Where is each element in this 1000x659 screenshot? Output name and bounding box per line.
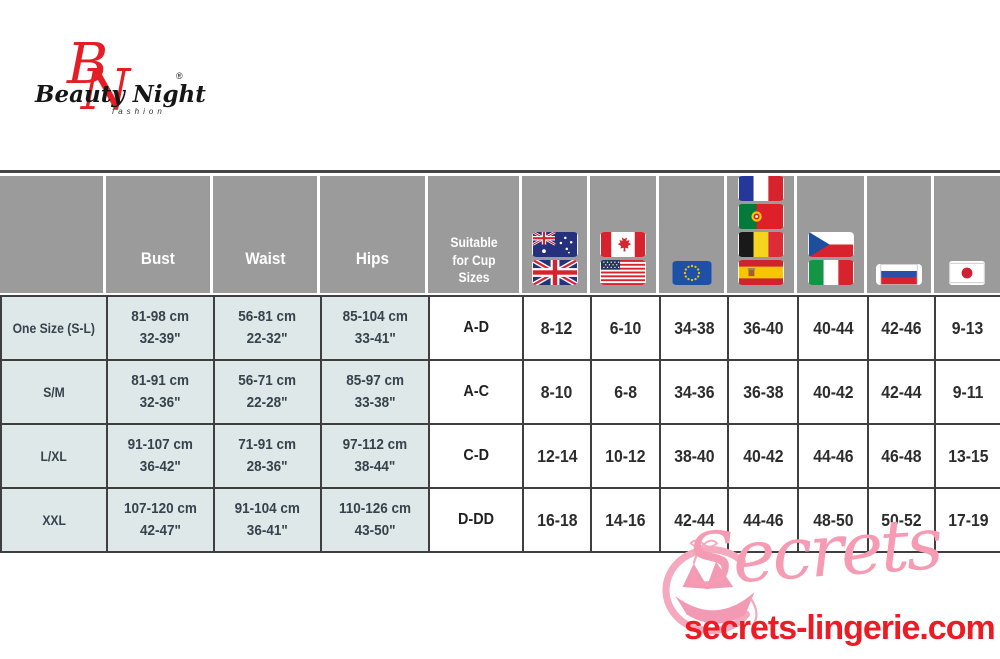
flag-usa-icon	[600, 260, 646, 285]
brand-tagline: fashion	[112, 107, 166, 116]
cz-it-size-cell: 48-50	[797, 487, 869, 553]
flag-japan-icon	[949, 261, 985, 285]
flag-belgium-icon	[737, 232, 784, 257]
fr-size-cell: 44-46	[727, 487, 799, 553]
hips-cell: 110-126 cm 43-50"	[320, 487, 430, 553]
flag-portugal-icon	[737, 204, 784, 229]
cz-it-size-cell: 40-42	[797, 359, 869, 425]
waist-cell: 71-91 cm 28-36"	[213, 423, 322, 489]
watermark-url: secrets-lingerie.com	[684, 609, 996, 647]
flag-czech-republic-icon	[807, 232, 854, 257]
ru-size-cell: 46-48	[867, 423, 936, 489]
table-row-one-size: One Size (S-L) 81-98 cm 32-39" 56-81 cm 22…	[0, 295, 1000, 361]
flag-russia-icon	[876, 264, 922, 285]
fr-size-cell: 40-42	[727, 423, 799, 489]
logo-monogram-b-icon: B	[67, 32, 109, 97]
waist-cell: 56-81 cm 22-32"	[213, 295, 322, 361]
brand-name: Beauty Night	[35, 81, 206, 108]
table-row-sm: S/M 81-91 cm 32-36" 56-71 cm 22-28" 85-97 …	[0, 359, 1000, 425]
header-cup-sizes: Suitable for Cup Sizes	[428, 176, 522, 295]
table-row-lxl: L/XL 91-107 cm 36-42" 71-91 cm 28-36" 97-1…	[0, 423, 1000, 489]
header-czech-italy	[797, 176, 867, 295]
au-uk-size-cell: 16-18	[522, 487, 592, 553]
waist-cell: 91-104 cm 36-41"	[213, 487, 322, 553]
ru-size-cell: 42-44	[867, 359, 936, 425]
size-chart-header-row: Bust Waist Hips Suitable for Cup Sizes	[0, 176, 1000, 295]
ca-us-size-cell: 6-10	[590, 295, 661, 361]
jp-size-cell: 9-11	[934, 359, 1000, 425]
cz-it-size-cell: 44-46	[797, 423, 869, 489]
header-bust: Bust	[106, 176, 213, 295]
eu-size-cell: 38-40	[659, 423, 729, 489]
ca-us-size-cell: 10-12	[590, 423, 661, 489]
header-france-portugal-belgium-spain	[727, 176, 797, 295]
table-top-rule	[0, 170, 1000, 173]
flag-france-icon	[737, 176, 784, 201]
flag-eu-icon	[671, 261, 712, 285]
logo-monogram-n-icon: N	[81, 58, 130, 123]
waist-cell: 56-71 cm 22-28"	[213, 359, 322, 425]
size-label: L/XL	[0, 423, 108, 489]
size-label: S/M	[0, 359, 108, 425]
brand-logo: B N Beauty Night ® fashion	[35, 37, 206, 125]
au-uk-size-cell: 8-10	[522, 359, 592, 425]
header-hips: Hips	[320, 176, 428, 295]
hips-cell: 85-104 cm 33-41"	[320, 295, 430, 361]
size-label: One Size (S-L)	[0, 295, 108, 361]
eu-size-cell: 34-38	[659, 295, 729, 361]
hips-cell: 97-112 cm 38-44"	[320, 423, 430, 489]
cup-size-cell: D-DD	[428, 487, 524, 553]
flag-canada-icon	[600, 232, 646, 257]
hips-cell: 85-97 cm 33-38"	[320, 359, 430, 425]
flag-italy-icon	[807, 260, 854, 285]
fr-size-cell: 36-40	[727, 295, 799, 361]
size-label: XXL	[0, 487, 108, 553]
bust-cell: 107-120 cm 42-47"	[106, 487, 215, 553]
size-chart-table: One Size (S-L) 81-98 cm 32-39" 56-81 cm 22…	[0, 295, 1000, 553]
ru-size-cell: 50-52	[867, 487, 936, 553]
cup-size-cell: A-C	[428, 359, 524, 425]
header-size-cell	[0, 176, 106, 295]
jp-size-cell: 13-15	[934, 423, 1000, 489]
ca-us-size-cell: 14-16	[590, 487, 661, 553]
au-uk-size-cell: 12-14	[522, 423, 592, 489]
jp-size-cell: 9-13	[934, 295, 1000, 361]
eu-size-cell: 34-36	[659, 359, 729, 425]
bust-cell: 91-107 cm 36-42"	[106, 423, 215, 489]
eu-size-cell: 42-44	[659, 487, 729, 553]
header-australia-uk	[522, 176, 590, 295]
cup-size-cell: C-D	[428, 423, 524, 489]
flag-spain-icon	[737, 260, 784, 285]
fr-size-cell: 36-38	[727, 359, 799, 425]
ru-size-cell: 42-46	[867, 295, 936, 361]
ca-us-size-cell: 6-8	[590, 359, 661, 425]
header-waist: Waist	[213, 176, 320, 295]
flag-australia-icon	[531, 232, 578, 257]
header-canada-usa	[590, 176, 659, 295]
bust-cell: 81-91 cm 32-36"	[106, 359, 215, 425]
jp-size-cell: 17-19	[934, 487, 1000, 553]
cup-size-cell: A-D	[428, 295, 524, 361]
header-eu	[659, 176, 727, 295]
header-russia	[867, 176, 934, 295]
table-row-xxl: XXL 107-120 cm 42-47" 91-104 cm 36-41" 110…	[0, 487, 1000, 553]
header-japan	[934, 176, 1000, 295]
au-uk-size-cell: 8-12	[522, 295, 592, 361]
cz-it-size-cell: 40-44	[797, 295, 869, 361]
flag-uk-icon	[531, 260, 578, 285]
bust-cell: 81-98 cm 32-39"	[106, 295, 215, 361]
registered-mark: ®	[176, 71, 183, 81]
